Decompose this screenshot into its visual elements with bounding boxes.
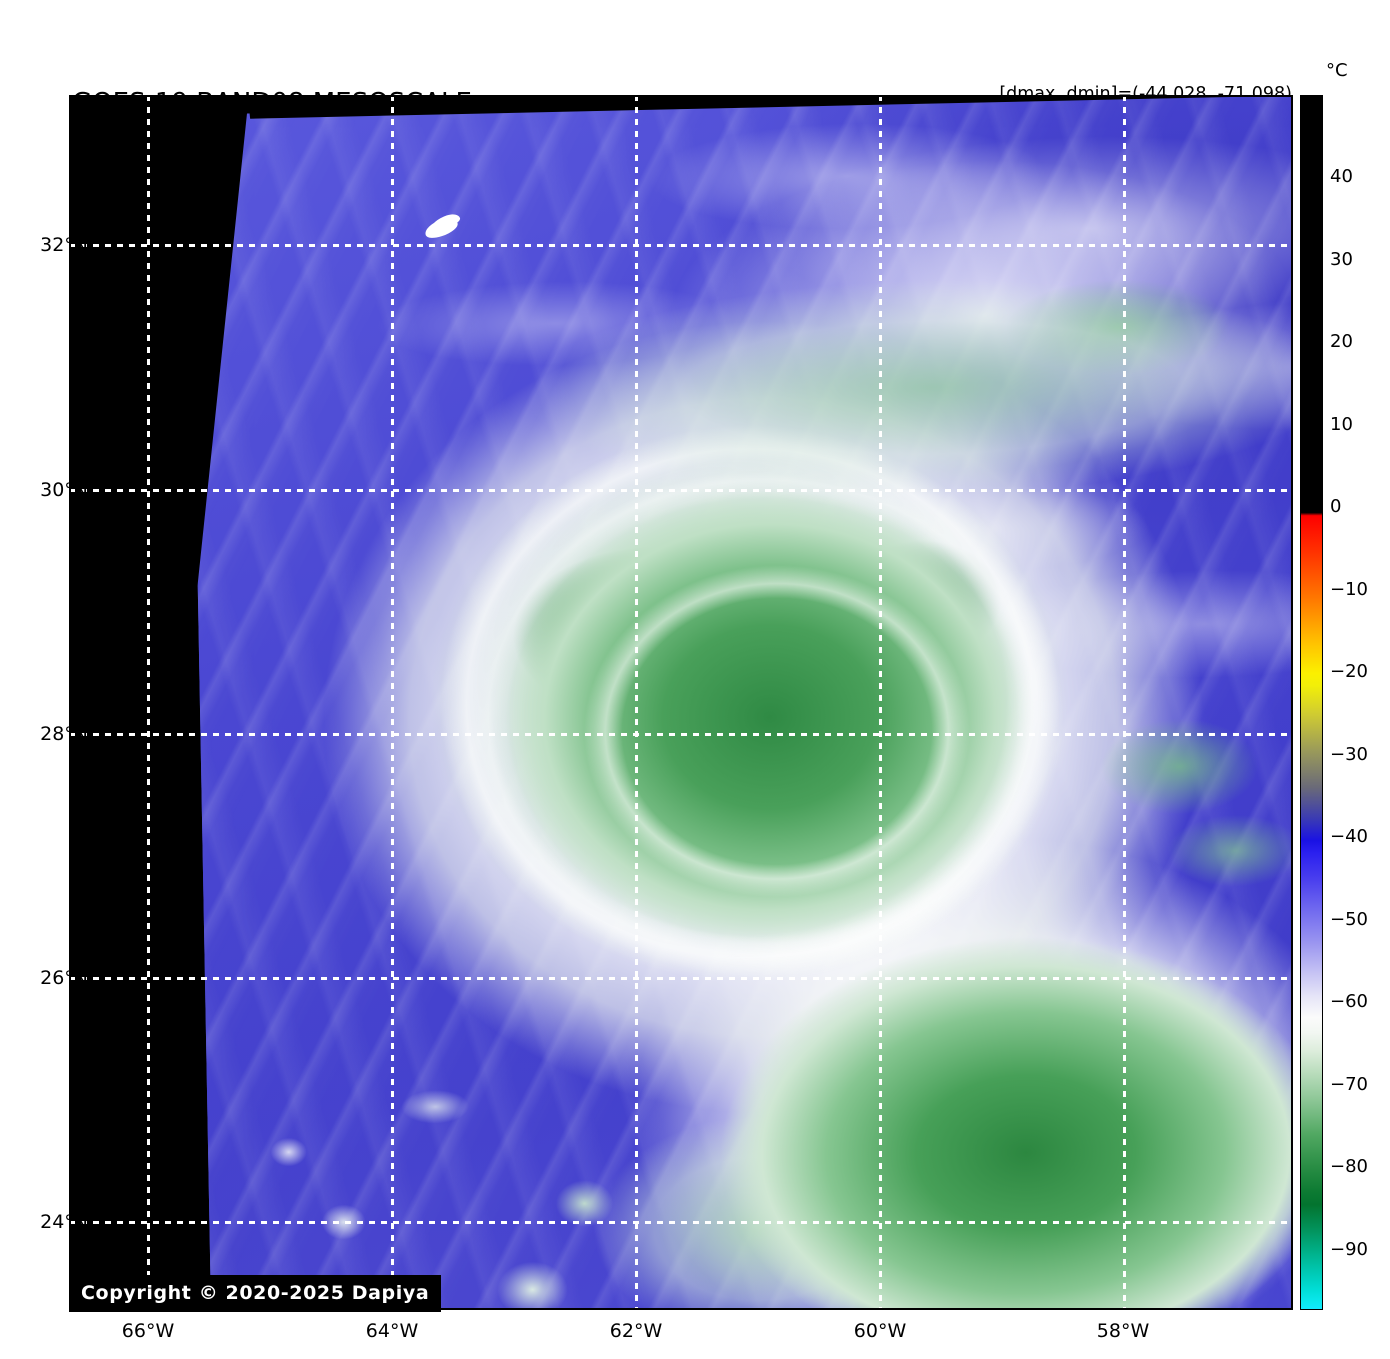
lon-label-62w: 62°W	[609, 1320, 663, 1342]
satellite-image-canvas[interactable]	[69, 95, 1293, 1310]
colorbar-tick-40: 40	[1330, 166, 1353, 187]
colorbar-tick-n70: −70	[1330, 1074, 1368, 1095]
colorbar-tick-0: 0	[1330, 496, 1342, 517]
lat-label-24n: 24°N	[40, 1211, 88, 1233]
lat-label-32n: 32°N	[40, 234, 88, 256]
lon-label-60w: 60°W	[853, 1320, 907, 1342]
colorbar-tick-n80: −80	[1330, 1156, 1368, 1177]
colorbar-tick-n90: −90	[1330, 1239, 1368, 1260]
lat-label-30n: 30°N	[40, 479, 88, 501]
lon-label-66w: 66°W	[121, 1320, 175, 1342]
colorbar-tick-n60: −60	[1330, 991, 1368, 1012]
colorbar-tick-n10: −10	[1330, 579, 1368, 600]
copyright-badge: Copyright © 2020-2025 Dapiya	[69, 1275, 442, 1312]
colorbar-unit-label: °C	[1326, 60, 1348, 81]
lon-label-64w: 64°W	[365, 1320, 419, 1342]
colorbar-tick-10: 10	[1330, 414, 1353, 435]
colorbar-tick-30: 30	[1330, 249, 1353, 270]
lat-label-28n: 28°N	[40, 723, 88, 745]
satellite-data-swath	[189, 95, 1293, 1310]
colorbar-tick-n20: −20	[1330, 661, 1368, 682]
lon-label-58w: 58°W	[1096, 1320, 1150, 1342]
colorbar-tick-n50: −50	[1330, 909, 1368, 930]
temperature-colorbar[interactable]	[1300, 95, 1323, 1310]
lat-label-26n: 26°N	[40, 967, 88, 989]
colorbar-tick-20: 20	[1330, 331, 1353, 352]
colorbar-tick-n30: −30	[1330, 744, 1368, 765]
scattered-convective-cells-layer	[189, 95, 1293, 1310]
colorbar-tick-n40: −40	[1330, 826, 1368, 847]
